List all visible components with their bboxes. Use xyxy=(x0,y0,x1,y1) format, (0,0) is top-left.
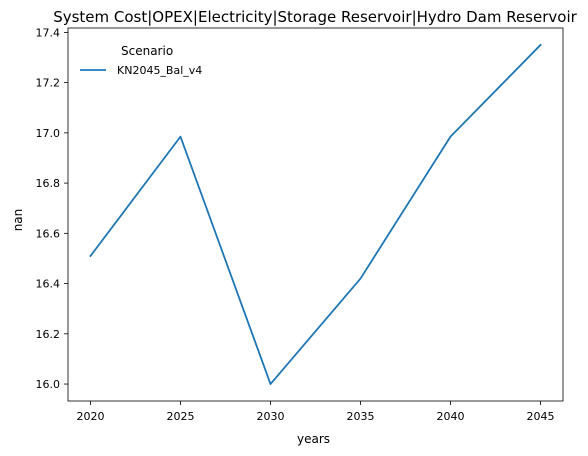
chart-title: System Cost|OPEX|Electricity|Storage Res… xyxy=(53,8,577,26)
series-lines xyxy=(89,43,542,385)
x-tick-label: 2030 xyxy=(257,410,285,423)
y-tick-label: 16.0 xyxy=(36,378,61,391)
y-tick-label: 16.2 xyxy=(36,328,61,341)
x-tick-label: 2020 xyxy=(77,410,105,423)
x-tick-label: 2040 xyxy=(437,410,465,423)
plot-area xyxy=(67,27,564,402)
legend-title: Scenario xyxy=(121,44,173,58)
y-tick-label: 16.4 xyxy=(36,278,61,291)
series-line xyxy=(89,43,542,385)
x-tick-label: 2025 xyxy=(167,410,195,423)
x-axis-ticks: 2020 2025 2030 2035 2040 2045 xyxy=(77,401,555,423)
y-tick-label: 16.8 xyxy=(36,177,61,190)
y-axis-ticks: 16.0 16.2 16.4 16.6 16.8 17.0 17.2 17.4 xyxy=(36,26,68,391)
x-tick-label: 2045 xyxy=(527,410,555,423)
x-tick-label: 2035 xyxy=(347,410,375,423)
y-tick-label: 16.6 xyxy=(36,227,61,240)
x-axis-label: years xyxy=(297,432,330,446)
y-axis-label: nan xyxy=(11,209,25,232)
y-tick-label: 17.0 xyxy=(36,127,61,140)
y-tick-label: 17.4 xyxy=(36,26,61,39)
legend-entries: KN2045_Bal_v4 xyxy=(80,64,202,77)
legend: Scenario KN2045_Bal_v4 xyxy=(80,44,202,77)
y-tick-label: 17.2 xyxy=(36,77,61,90)
legend-label: KN2045_Bal_v4 xyxy=(117,64,202,77)
axes-frame xyxy=(67,27,564,402)
